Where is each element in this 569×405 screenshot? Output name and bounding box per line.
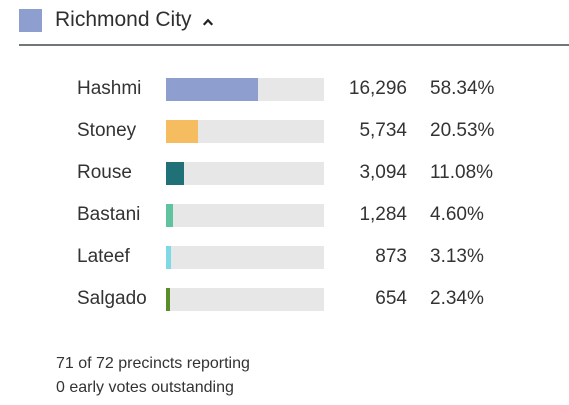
candidate-row: Lateef 873 3.13% bbox=[0, 238, 569, 280]
vote-share-bar bbox=[166, 204, 324, 227]
vote-percent: 58.34% bbox=[430, 78, 495, 99]
vote-count: 1,284 bbox=[359, 204, 407, 225]
locality-title: Richmond City bbox=[55, 8, 192, 31]
results-list: Hashmi 16,296 58.34% Stoney 5,734 20.53%… bbox=[0, 70, 569, 322]
precincts-reporting: 71 of 72 precincts reporting bbox=[56, 355, 250, 372]
candidate-name: Lateef bbox=[77, 246, 130, 267]
candidate-name: Bastani bbox=[77, 204, 141, 225]
vote-share-bar bbox=[166, 162, 324, 185]
reporting-status: 71 of 72 precincts reporting 0 early vot… bbox=[56, 352, 250, 400]
candidate-name: Hashmi bbox=[77, 78, 142, 99]
candidate-row: Salgado 654 2.34% bbox=[0, 280, 569, 322]
candidate-row: Bastani 1,284 4.60% bbox=[0, 196, 569, 238]
vote-percent: 11.08% bbox=[430, 162, 494, 183]
vote-share-fill bbox=[166, 78, 259, 101]
vote-share-bar bbox=[166, 120, 324, 143]
vote-count: 873 bbox=[375, 246, 407, 267]
locality-header[interactable]: Richmond City bbox=[19, 0, 569, 46]
vote-share-fill bbox=[166, 288, 170, 311]
vote-count: 16,296 bbox=[348, 78, 407, 99]
candidate-name: Rouse bbox=[77, 162, 132, 183]
vote-percent: 2.34% bbox=[430, 288, 484, 309]
vote-count: 654 bbox=[375, 288, 407, 309]
vote-share-bar bbox=[166, 288, 324, 311]
vote-percent: 20.53% bbox=[430, 120, 495, 141]
early-votes-outstanding: 0 early votes outstanding bbox=[56, 379, 234, 396]
vote-share-fill bbox=[166, 204, 174, 227]
candidate-row: Stoney 5,734 20.53% bbox=[0, 112, 569, 154]
vote-count: 3,094 bbox=[359, 162, 407, 183]
vote-share-fill bbox=[166, 120, 199, 143]
chevron-up-icon[interactable] bbox=[202, 17, 213, 27]
locality-color-swatch bbox=[19, 8, 42, 32]
vote-share-fill bbox=[166, 162, 184, 185]
candidate-row: Hashmi 16,296 58.34% bbox=[0, 70, 569, 112]
vote-percent: 4.60% bbox=[430, 204, 484, 225]
vote-share-bar bbox=[166, 246, 324, 269]
vote-share-bar bbox=[166, 78, 324, 101]
vote-count: 5,734 bbox=[359, 120, 407, 141]
candidate-name: Stoney bbox=[77, 120, 137, 141]
candidate-name: Salgado bbox=[77, 288, 147, 309]
vote-share-fill bbox=[166, 246, 171, 269]
vote-percent: 3.13% bbox=[430, 246, 484, 267]
candidate-row: Rouse 3,094 11.08% bbox=[0, 154, 569, 196]
